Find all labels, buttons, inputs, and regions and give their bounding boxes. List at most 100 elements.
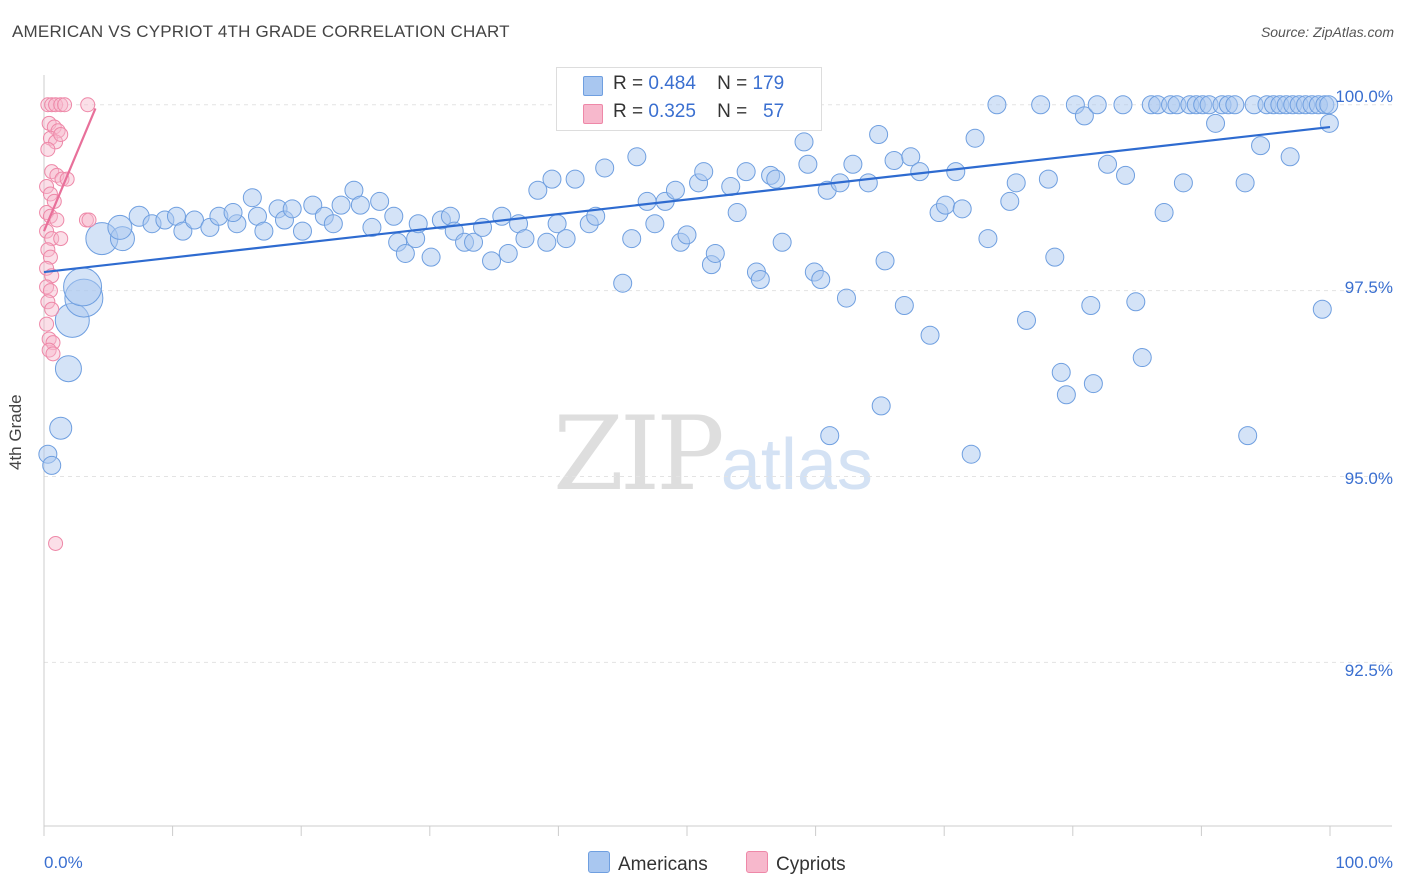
american-point-131	[1173, 173, 1193, 193]
american-point-109	[1006, 173, 1026, 193]
american-point-115	[1056, 385, 1076, 405]
american-point-91	[858, 173, 878, 193]
cypriot-point-18	[42, 186, 58, 202]
american-point-47	[482, 251, 502, 271]
correlation-legend: R = 0.484 N = 179 R = 0.325 N = 57	[556, 67, 822, 131]
american-point-118	[1081, 296, 1101, 316]
american-point-1	[42, 455, 62, 475]
american-point-117	[1074, 106, 1094, 126]
chart-title: AMERICAN VS CYPRIOT 4TH GRADE CORRELATIO…	[12, 22, 510, 41]
cypriot-point-27	[53, 231, 69, 247]
american-point-78	[750, 269, 770, 289]
american-point-3	[54, 355, 82, 383]
american-point-104	[961, 444, 981, 464]
american-point-37	[395, 243, 415, 263]
cypriot-point-17	[39, 179, 55, 195]
american-point-105	[965, 128, 985, 148]
americans-r-label: R =	[613, 73, 644, 94]
american-point-143	[1251, 136, 1271, 156]
american-point-148	[1280, 147, 1300, 167]
american-point-59	[586, 206, 606, 226]
american-point-110	[1017, 310, 1037, 330]
american-point-65	[645, 214, 665, 234]
cypriot-point-4	[57, 97, 73, 113]
american-point-14	[173, 221, 193, 241]
american-point-93	[871, 396, 891, 416]
american-point-125	[1132, 348, 1152, 368]
american-point-29	[323, 214, 343, 234]
bottom-legend-cypriots[interactable]: Cypriots	[746, 851, 846, 876]
american-point-124	[1126, 292, 1146, 312]
american-point-96	[894, 296, 914, 316]
american-point-87	[820, 426, 840, 446]
american-point-40	[421, 247, 441, 267]
american-point-64	[637, 191, 657, 211]
american-point-6	[63, 267, 103, 307]
american-point-2	[49, 416, 73, 440]
american-point-61	[613, 273, 633, 293]
american-point-30	[331, 195, 351, 215]
y-tick-label-95: 95.0%	[1344, 469, 1393, 488]
cypriot-point-40	[45, 346, 61, 362]
american-point-53	[537, 232, 557, 252]
cypriots-swatch	[583, 104, 603, 124]
american-point-121	[1098, 154, 1118, 174]
american-point-140	[1235, 173, 1255, 193]
americans-legend-label: Americans	[618, 854, 708, 875]
american-point-108	[1000, 191, 1020, 211]
american-point-27	[303, 195, 323, 215]
american-point-141	[1238, 426, 1258, 446]
american-point-62	[622, 229, 642, 249]
american-point-67	[665, 180, 685, 200]
american-point-19	[223, 203, 243, 223]
american-point-49	[498, 243, 518, 263]
americans-n-value: 179	[752, 73, 785, 94]
american-point-69	[677, 225, 697, 245]
cypriot-point-22	[49, 212, 65, 228]
cypriot-point-33	[42, 283, 58, 299]
american-point-80	[766, 169, 786, 189]
american-point-81	[772, 232, 792, 252]
cypriot-point-24	[81, 212, 97, 228]
american-trend-line	[43, 125, 1331, 274]
cypriots-legend-label: Cypriots	[776, 854, 846, 875]
american-point-136	[1206, 113, 1226, 133]
american-point-75	[727, 203, 747, 223]
y-tick-label-97-5: 97.5%	[1344, 278, 1393, 297]
american-point-103	[952, 199, 972, 219]
american-point-139	[1225, 95, 1245, 115]
american-point-157	[1319, 113, 1339, 133]
cypriot-point-29	[42, 249, 58, 265]
american-point-95	[884, 151, 904, 171]
american-point-85	[811, 269, 831, 289]
american-point-90	[843, 154, 863, 174]
bottom-legend-americans[interactable]: Americans	[588, 851, 708, 876]
cypriot-point-12	[40, 141, 56, 157]
american-point-92	[869, 124, 889, 144]
american-point-60	[595, 158, 615, 178]
american-point-111	[1031, 95, 1051, 115]
american-point-113	[1045, 247, 1065, 267]
american-point-32	[350, 195, 370, 215]
american-point-35	[384, 206, 404, 226]
american-point-106	[978, 229, 998, 249]
american-point-57	[565, 169, 585, 189]
american-point-119	[1083, 374, 1103, 394]
watermark-atlas: atlas	[720, 425, 873, 505]
cypriots-n-value: 57	[763, 101, 785, 122]
american-point-123	[1116, 165, 1136, 185]
american-point-51	[515, 229, 535, 249]
cypriot-point-0	[40, 97, 56, 113]
y-axis-label: 4th Grade	[6, 394, 25, 470]
american-point-107	[987, 95, 1007, 115]
american-point-73	[705, 243, 725, 263]
americans-r-value: 0.484	[648, 73, 696, 94]
americans-legend-swatch	[588, 851, 610, 873]
american-point-97	[901, 147, 921, 167]
cypriot-point-3	[53, 97, 69, 113]
american-point-56	[556, 229, 576, 249]
american-point-15	[184, 210, 204, 230]
american-point-45	[464, 232, 484, 252]
american-point-34	[370, 191, 390, 211]
